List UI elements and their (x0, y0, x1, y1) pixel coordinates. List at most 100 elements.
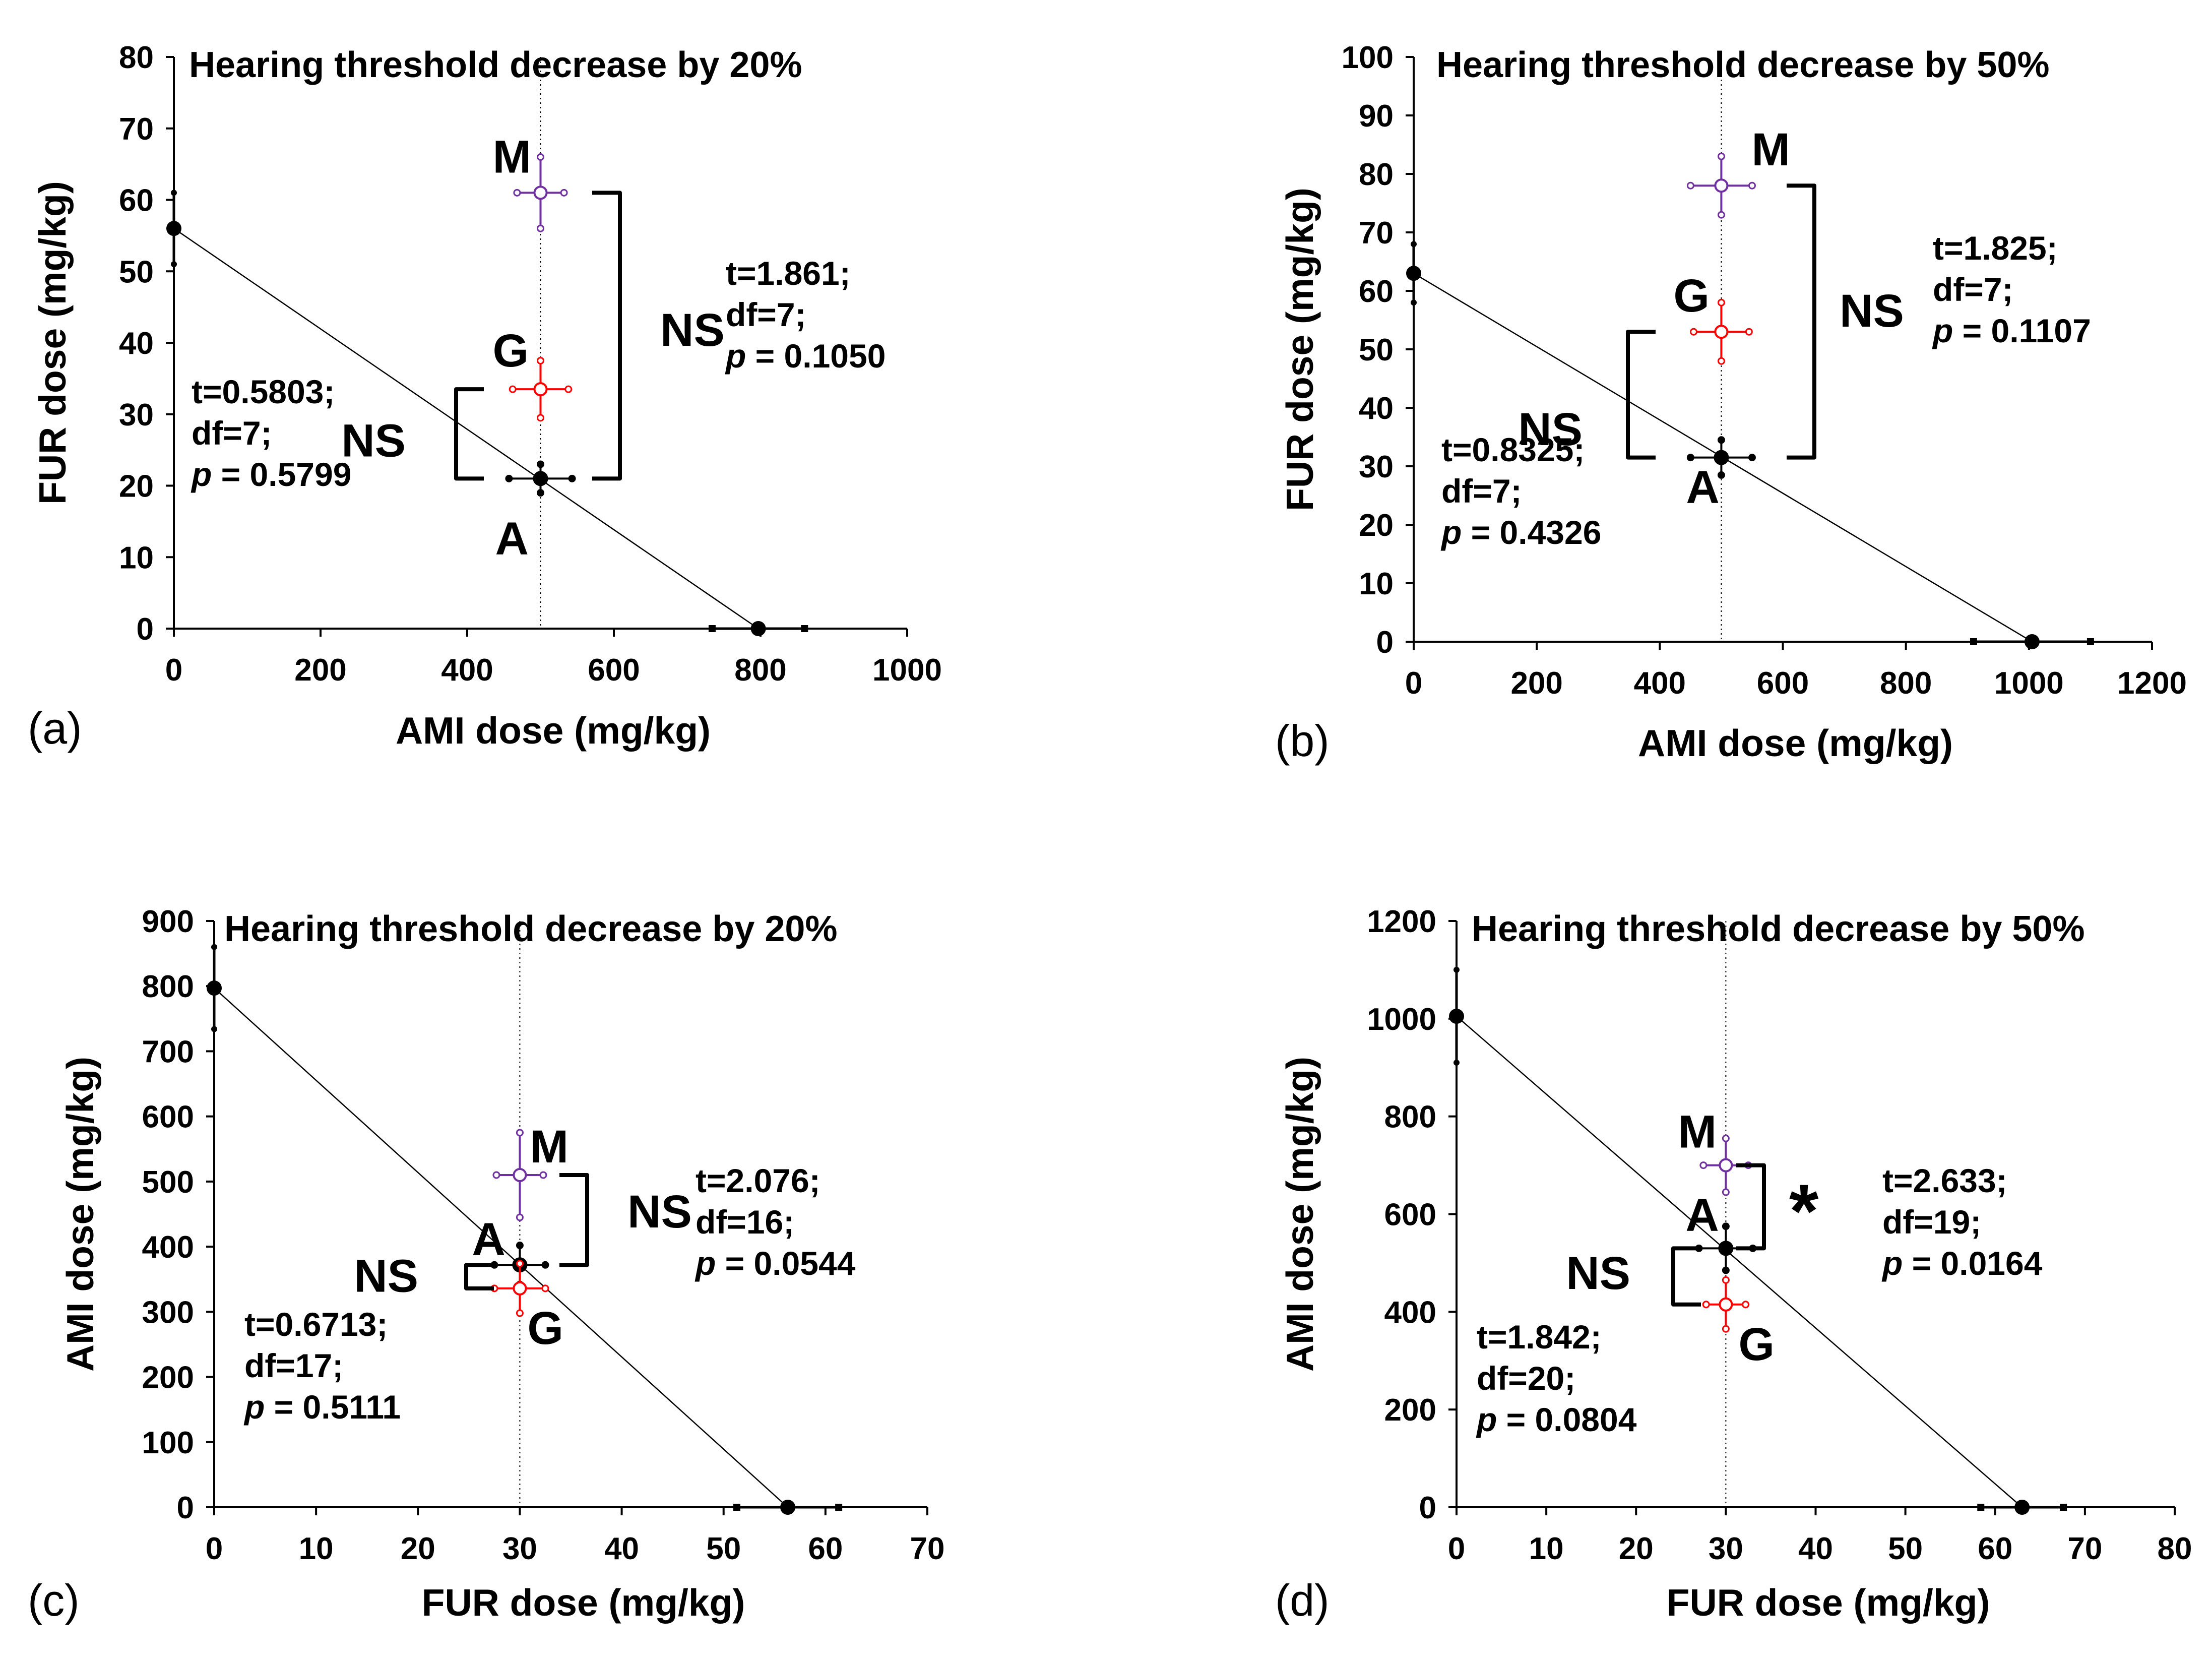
x-tick-label: 200 (1510, 666, 1562, 701)
chart-title: Hearing threshold decrease by 20% (189, 45, 802, 85)
error-cap (537, 224, 544, 232)
y-tick-label: 0 (177, 1491, 194, 1525)
error-cap (1722, 1134, 1730, 1142)
x-tick-label: 10 (299, 1531, 334, 1566)
point-M-label: M (1751, 124, 1790, 175)
error-cap (708, 625, 716, 632)
error-cap (516, 1242, 524, 1250)
y-axis-label: FUR dose (mg/kg) (1279, 188, 1321, 511)
y-tick-label: 90 (1359, 99, 1394, 134)
error-cap (513, 189, 521, 197)
y-tick-label: 800 (142, 969, 194, 1004)
point-G-marker (1719, 1297, 1733, 1312)
error-cap (171, 190, 177, 196)
error-cap (1453, 1060, 1460, 1066)
stat-t-value: t=0.5803; (192, 373, 335, 410)
significance-label: NS (354, 1251, 418, 1302)
error-cap (537, 356, 544, 364)
bracket-A-M (592, 191, 622, 481)
error-cap (1717, 211, 1725, 219)
error-cap (1722, 1222, 1730, 1230)
error-cap (505, 474, 513, 482)
point-M-marker (1719, 1158, 1733, 1173)
y-tick-label: 80 (1359, 157, 1394, 192)
x-intercept-point (780, 1500, 796, 1515)
x-intercept-point (2024, 634, 2040, 649)
point-A-label: A (1685, 1189, 1719, 1241)
chart-title: Hearing threshold decrease by 50% (1472, 909, 2084, 949)
significance-label: NS (1566, 1248, 1630, 1299)
point-A-marker (1718, 1241, 1734, 1256)
y-tick-label: 80 (119, 40, 154, 75)
x-tick-label: 60 (808, 1531, 843, 1566)
y-tick-label: 70 (119, 112, 154, 147)
y-tick-label: 50 (119, 255, 154, 289)
x-tick-label: 800 (1880, 666, 1932, 701)
y-tick-label: 1200 (1367, 904, 1436, 939)
error-cap (835, 1504, 843, 1511)
error-cap (537, 489, 544, 497)
additivity-line (173, 228, 759, 630)
x-tick-label: 80 (2158, 1531, 2192, 1566)
x-intercept-point (750, 621, 766, 636)
error-cap (1717, 152, 1725, 160)
stat-p-value: p = 0.4326 (1440, 514, 1601, 551)
y-tick-label: 20 (119, 469, 154, 504)
point-A-label: A (495, 513, 529, 564)
error-cap (1717, 471, 1725, 479)
error-cap (1722, 1266, 1730, 1274)
point-G-marker (1714, 325, 1729, 339)
x-tick-label: 800 (734, 653, 786, 688)
y-tick-label: 200 (1384, 1393, 1436, 1428)
y-tick-label: 70 (1359, 216, 1394, 251)
panel-label: (c) (28, 1575, 80, 1625)
x-tick-label: 40 (604, 1531, 639, 1566)
stat-p-value: p = 0.5111 (243, 1388, 401, 1426)
point-A-marker (533, 471, 548, 486)
stat-p-value: p = 0.0804 (1476, 1401, 1637, 1438)
x-axis-label: FUR dose (mg/kg) (1667, 1581, 1990, 1624)
panel-label: (a) (28, 703, 82, 753)
stat-p-value: p = 0.5799 (191, 456, 351, 493)
error-cap (1689, 328, 1697, 336)
y-axis-label: FUR dose (mg/kg) (31, 181, 74, 505)
error-cap (541, 1261, 549, 1269)
significance-label: NS (1518, 404, 1583, 455)
x-tick-label: 600 (588, 653, 640, 688)
error-cap (492, 1171, 500, 1179)
error-cap (537, 153, 544, 161)
x-tick-label: 50 (706, 1531, 741, 1566)
y-tick-label: 100 (142, 1426, 194, 1460)
error-cap (541, 1284, 549, 1292)
point-M-label: M (530, 1121, 568, 1173)
error-cap (1970, 638, 1977, 645)
x-tick-label: 600 (1757, 666, 1809, 701)
y-tick-label: 500 (142, 1165, 194, 1200)
error-cap (1722, 1276, 1730, 1284)
point-M-marker (1714, 178, 1729, 193)
error-cap (516, 1309, 524, 1317)
error-cap (560, 189, 568, 197)
x-tick-label: 200 (294, 653, 346, 688)
y-tick-label: 400 (1384, 1295, 1436, 1330)
y-tick-label: 60 (119, 183, 154, 218)
chart-panel-3: 0 100 200 300 400 500 600 700 800 900 0 10 20 30 40 50 6… (28, 904, 944, 1625)
error-cap (1748, 454, 1756, 462)
bracket-A-M (559, 1173, 589, 1267)
y-axis-label: AMI dose (mg/kg) (59, 1057, 101, 1372)
error-cap (1748, 181, 1756, 190)
bracket-A-M (1736, 1163, 1766, 1251)
y-tick-label: 10 (1359, 567, 1394, 601)
error-cap (539, 1171, 547, 1179)
x-axis-label: FUR dose (mg/kg) (422, 1581, 745, 1624)
y-tick-label: 0 (1419, 1491, 1436, 1525)
chart-title: Hearing threshold decrease by 50% (1436, 45, 2049, 85)
stat-df-value: df=7; (192, 414, 272, 452)
y-tick-label: 20 (1359, 508, 1394, 543)
stat-t-value: t=1.842; (1477, 1318, 1602, 1356)
stat-t-value: t=0.8325; (1441, 431, 1585, 468)
x-tick-label: 50 (1888, 1531, 1923, 1566)
